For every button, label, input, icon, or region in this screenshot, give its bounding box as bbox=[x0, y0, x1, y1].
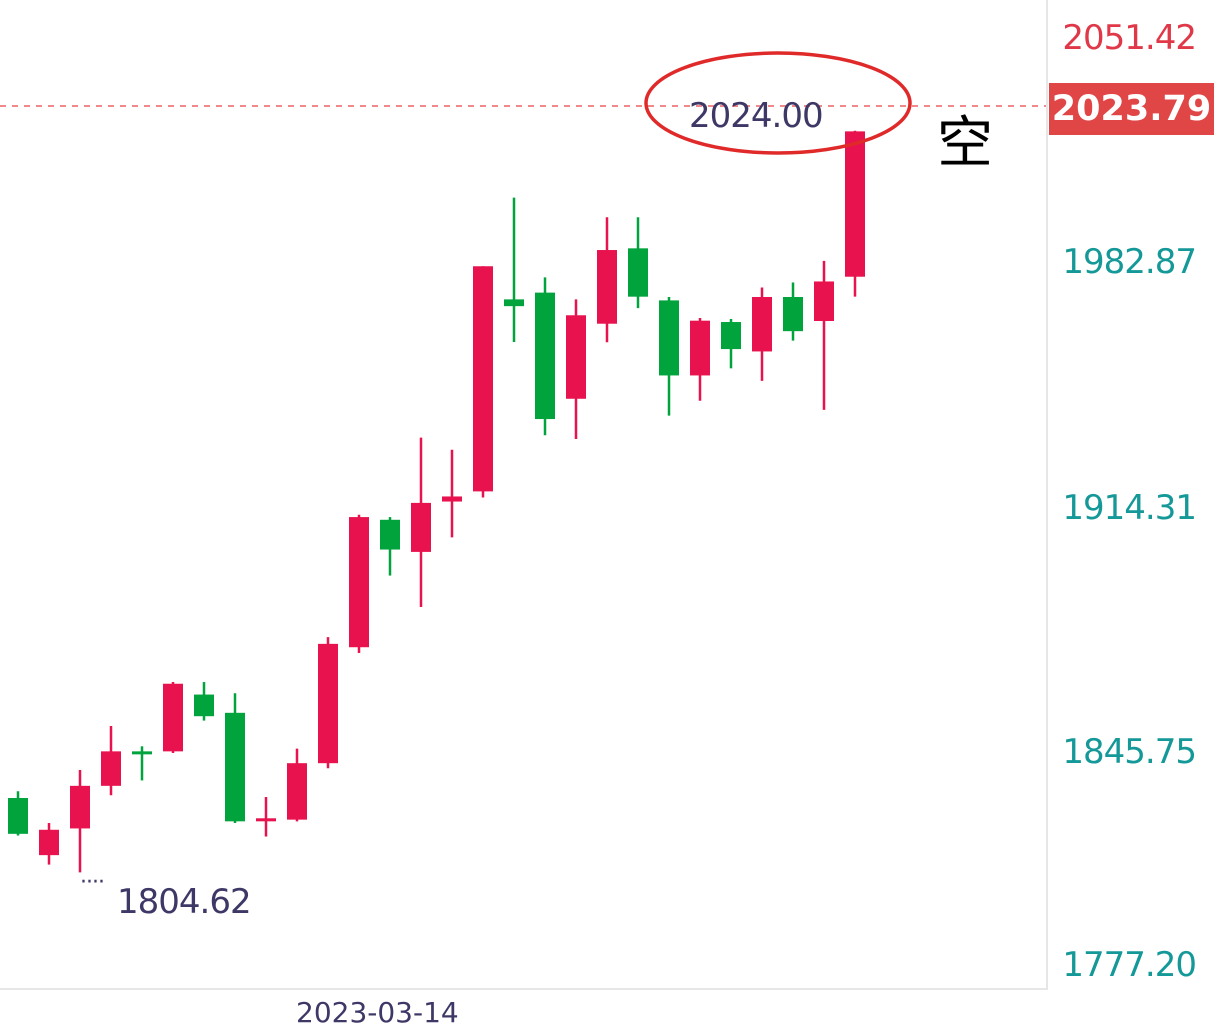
candle-body bbox=[628, 248, 648, 297]
candle-body bbox=[39, 829, 59, 856]
high-highlight-ellipse bbox=[644, 51, 912, 155]
candle-body bbox=[349, 517, 369, 648]
candle-body bbox=[535, 292, 555, 420]
x-date-label: 2023-03-14 bbox=[296, 996, 459, 1029]
candle-body bbox=[473, 266, 493, 492]
last-price-tag: 2023.79 bbox=[1049, 83, 1214, 135]
y-tick-label: 1982.87 bbox=[1062, 242, 1197, 282]
candle-body bbox=[163, 683, 183, 752]
candle-body bbox=[132, 751, 152, 755]
candle-body bbox=[752, 297, 772, 352]
high-price-annotation: 2024.00 bbox=[689, 96, 824, 136]
candle-body bbox=[380, 519, 400, 550]
candle-body bbox=[783, 297, 803, 332]
candle-body bbox=[70, 785, 90, 829]
candle-body bbox=[194, 694, 214, 717]
plot-bottom-border bbox=[0, 988, 1048, 990]
candle-body bbox=[318, 643, 338, 764]
y-tick-label: 1777.20 bbox=[1062, 945, 1197, 985]
low-price-annotation: 1804.62 bbox=[117, 882, 252, 922]
candles-group bbox=[8, 130, 865, 873]
candle-body bbox=[814, 281, 834, 322]
candle-body bbox=[287, 763, 307, 820]
low-annotation-leader: ···· bbox=[80, 870, 105, 895]
candle-body bbox=[566, 315, 586, 399]
y-tick-label: 1914.31 bbox=[1062, 488, 1197, 528]
candle-body bbox=[442, 496, 462, 502]
plot-right-border bbox=[1046, 0, 1048, 990]
candle-body bbox=[721, 322, 741, 350]
candle-body bbox=[690, 320, 710, 376]
candle-body bbox=[845, 131, 865, 277]
candle-body bbox=[8, 798, 28, 834]
candle-body bbox=[411, 502, 431, 552]
y-tick-label: 1845.75 bbox=[1062, 732, 1197, 772]
candle-body bbox=[225, 712, 245, 822]
candle-body bbox=[504, 299, 524, 307]
candle-body bbox=[597, 250, 617, 324]
candle-body bbox=[101, 751, 121, 786]
candle-body bbox=[659, 300, 679, 376]
y-tick-label: 2051.42 bbox=[1062, 18, 1197, 58]
short-signal-label: 空 bbox=[937, 111, 993, 176]
candle-body bbox=[256, 818, 276, 822]
